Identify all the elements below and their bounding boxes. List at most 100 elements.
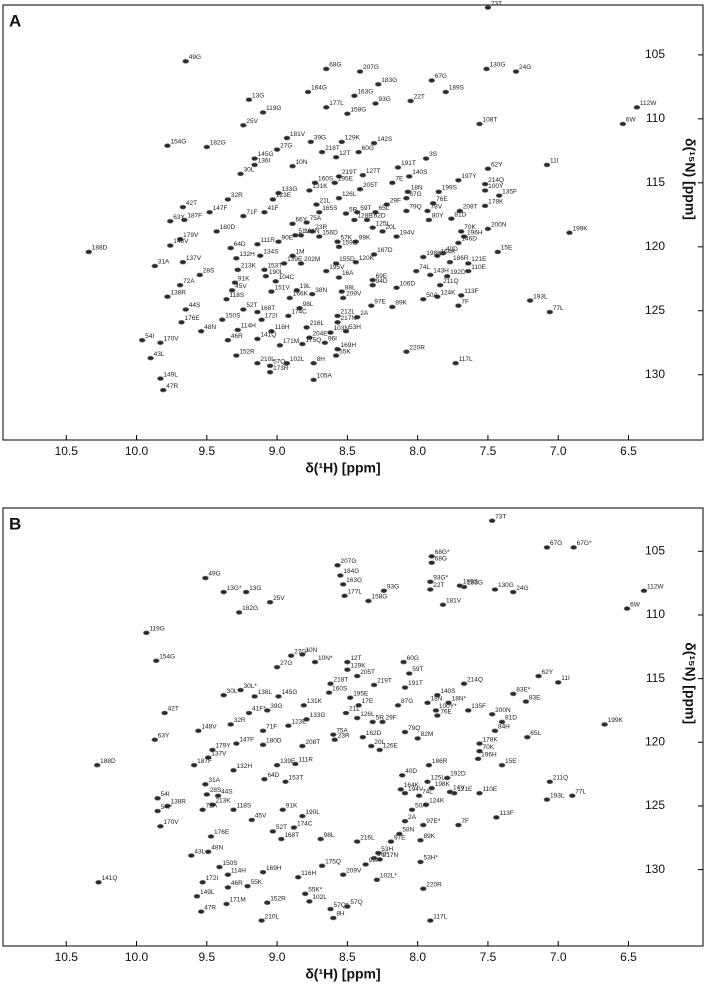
peak — [464, 708, 472, 713]
peak-label: 192D — [450, 771, 466, 778]
peak — [334, 319, 341, 325]
peak — [509, 691, 517, 697]
peak-label: 77L — [553, 305, 564, 312]
peak-label: 168T — [284, 832, 299, 839]
peak-label: 163G — [357, 89, 373, 96]
peak-label: 80Y — [432, 213, 444, 220]
peak-label: 75A — [310, 215, 322, 222]
peak — [546, 779, 554, 785]
peak-label: 44S — [221, 788, 233, 795]
peak-label: 7E — [395, 176, 404, 183]
peak — [164, 803, 171, 809]
y-tick-label: 105 — [645, 47, 665, 61]
peak-label: 55K — [339, 348, 351, 355]
peak-label: 1M — [296, 248, 305, 255]
peak-label: 15E — [501, 245, 513, 252]
peak — [213, 229, 220, 234]
peak — [422, 802, 430, 807]
peak — [498, 719, 506, 725]
peak-label: 184G — [311, 85, 327, 92]
peak — [455, 240, 462, 246]
peak-label: 12T — [339, 150, 350, 157]
peak — [334, 562, 341, 568]
peak-label: 171M — [229, 897, 245, 904]
peak-label: 214Q — [488, 177, 504, 184]
peak — [310, 377, 317, 383]
peak-label: 14V — [453, 785, 465, 792]
peak-label: 177L — [348, 589, 363, 596]
peak — [353, 673, 361, 679]
peak — [308, 229, 316, 234]
peak-label: 46R — [231, 333, 243, 340]
peak — [452, 360, 459, 366]
peak-label: 79Q — [409, 204, 421, 211]
peak-label: 141Q — [102, 875, 118, 882]
peak-label: 57K — [341, 234, 353, 241]
peak — [269, 197, 277, 202]
peak-label: 202M — [304, 256, 320, 263]
peak — [633, 105, 641, 110]
peak-label: 174C — [291, 309, 307, 316]
peak — [526, 298, 534, 303]
peak-label: 210L — [265, 913, 280, 920]
peak-label: 193L — [533, 293, 548, 300]
plot-frame — [2, 4, 704, 441]
peak — [457, 293, 465, 298]
peak — [322, 268, 330, 274]
peak-label: 38N — [315, 287, 327, 294]
peak — [351, 217, 358, 223]
peak — [258, 918, 265, 923]
x-axis-label: δ(¹H) [ppm] — [305, 460, 380, 476]
peak-label: 93G — [378, 96, 390, 103]
peak-label: 70K — [464, 224, 476, 231]
peak — [356, 69, 364, 74]
peak — [283, 135, 291, 141]
peak — [373, 877, 381, 883]
peak — [401, 818, 409, 824]
peak-label: 152R — [270, 895, 286, 902]
peak — [476, 790, 483, 796]
peak — [394, 703, 402, 708]
peak — [176, 282, 184, 288]
peak — [427, 918, 434, 923]
y-axis-label: δ(¹⁵N) [ppm] — [682, 138, 698, 220]
peak — [179, 204, 187, 210]
peak — [375, 82, 382, 87]
peak — [234, 267, 242, 273]
peak — [488, 518, 496, 524]
peak — [337, 573, 344, 578]
peak-label: 15E — [505, 758, 517, 765]
peak-label: 164K — [440, 248, 456, 255]
peak — [289, 253, 296, 259]
peak — [204, 755, 212, 760]
peak-label: 119G — [266, 105, 281, 112]
peak-label: 70K — [483, 744, 495, 751]
peak-label: 42T — [186, 200, 197, 207]
peak-label: 162D — [370, 213, 386, 220]
peak — [204, 849, 212, 855]
peak-label: 67G* — [577, 540, 592, 547]
peak-label: 213K — [241, 263, 257, 270]
peak-label: 160S — [332, 685, 348, 692]
y-axis-label: δ(¹⁵N) [ppm] — [682, 642, 698, 724]
peak-label: 55K — [251, 879, 263, 886]
peak — [289, 221, 296, 227]
peak — [355, 149, 362, 155]
peak — [566, 230, 573, 236]
peak-label: 137V — [211, 750, 227, 757]
peak — [355, 703, 362, 708]
peak-label: 153T — [267, 263, 282, 270]
peak — [543, 162, 551, 168]
peak-label: 91K — [286, 802, 298, 809]
peak-label: 191T — [408, 680, 423, 687]
peak — [428, 78, 436, 83]
peak-label: 7F — [461, 298, 469, 305]
peak-label: 134S — [263, 248, 279, 255]
peak — [434, 294, 441, 300]
peak — [334, 239, 341, 244]
peak — [623, 606, 631, 611]
peak — [400, 659, 407, 665]
peak-label: 100Y* — [439, 703, 457, 710]
peak — [427, 272, 434, 278]
